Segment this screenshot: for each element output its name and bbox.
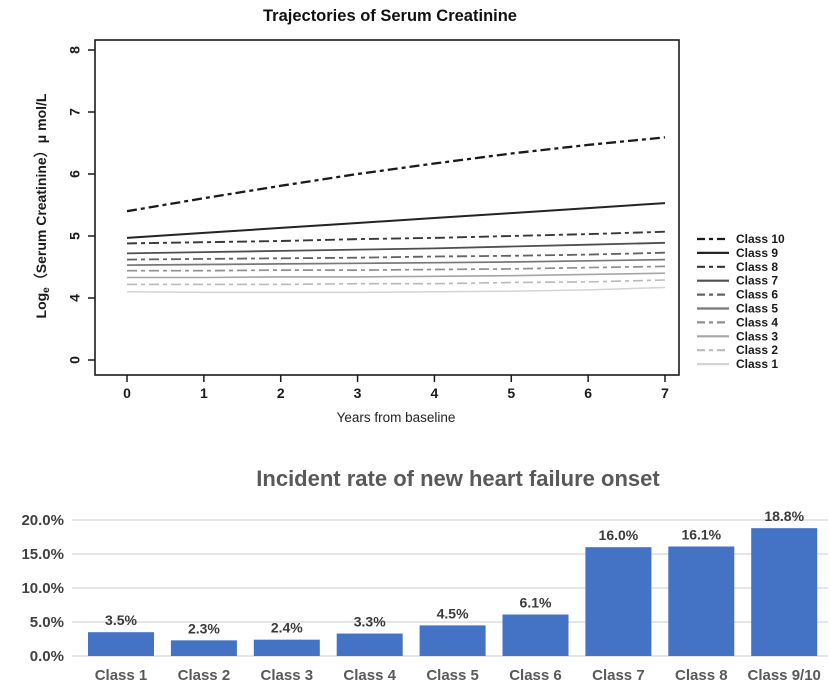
- bar-class-4: [336, 633, 403, 656]
- legend-label: Class 8: [736, 260, 778, 274]
- bar-class-1: [88, 632, 154, 656]
- x-tick-label: 7: [661, 385, 669, 401]
- x-tick-label: 0: [123, 385, 131, 401]
- line-series-class-3: [127, 272, 666, 279]
- bar-category-label: Class 2: [178, 667, 231, 684]
- bar-value-label: 2.4%: [271, 620, 303, 636]
- y-tick-label: 7: [67, 108, 83, 116]
- bar-value-label: 3.3%: [354, 614, 386, 630]
- bar-y-tick-label: 15.0%: [21, 546, 64, 563]
- bar-category-label: Class 8: [675, 667, 728, 684]
- line-series-class-6: [126, 251, 666, 261]
- x-tick-label: 2: [277, 385, 285, 401]
- line-series-class-1: [126, 286, 666, 294]
- line-series-class-5: [126, 258, 666, 266]
- legend-label: Class 7: [736, 274, 778, 288]
- line-series-class-8: [126, 230, 666, 245]
- bar-y-tick-label: 5.0%: [30, 614, 64, 631]
- y-axis-label: Loge（Serum Creatinine）μ mol/L: [33, 93, 52, 318]
- legend-label: Class 4: [736, 315, 778, 329]
- bar-class-2: [170, 640, 237, 656]
- bar-y-tick-label: 0.0%: [30, 648, 64, 665]
- x-tick-label: 3: [354, 385, 362, 401]
- bar-value-label: 16.0%: [599, 527, 639, 543]
- x-tick-label: 1: [200, 385, 208, 401]
- y-tick-label: 6: [67, 170, 83, 178]
- line-series-class-4: [127, 265, 666, 272]
- bar-category-label: Class 5: [426, 667, 479, 684]
- plot-box: [94, 39, 680, 376]
- x-tick-label: 4: [431, 385, 439, 401]
- y-tick-label: 5: [67, 232, 83, 240]
- bar-value-label: 3.5%: [105, 612, 137, 628]
- line-series-class-7: [126, 241, 666, 255]
- bar-category-label: Class 4: [343, 667, 396, 684]
- heart-failure-bar-chart: Incident rate of new heart failure onset…: [21, 466, 828, 684]
- bar-value-label: 18.8%: [764, 508, 804, 524]
- x-tick-label: 5: [507, 385, 515, 401]
- x-axis-label: Years from baseline: [337, 410, 456, 425]
- line-chart-title: Trajectories of Serum Creatinine: [263, 7, 517, 25]
- legend-label: Class 2: [736, 343, 778, 357]
- serum-creatinine-line-chart: Trajectories of Serum Creatinine 8 7 6 5 4 0 0 1…: [33, 7, 785, 425]
- bar-value-label: 2.3%: [188, 620, 220, 636]
- bar-category-label: Class 1: [95, 667, 148, 684]
- bar-class-6: [502, 614, 569, 656]
- bar-value-label: 16.1%: [681, 527, 721, 543]
- x-tick-label: 6: [584, 385, 592, 401]
- bar-class-5: [419, 625, 486, 656]
- bar-category-label: Class 9/10: [748, 667, 821, 684]
- legend-label: Class 6: [736, 288, 778, 302]
- bar-category-label: Class 6: [509, 667, 562, 684]
- legend-label: Class 10: [736, 232, 785, 246]
- bar-category-label: Class 3: [261, 667, 314, 684]
- legend-label: Class 9: [736, 246, 778, 260]
- bar-class-9-10: [751, 528, 818, 656]
- bar-category-label: Class 7: [592, 667, 645, 684]
- line-series-class-9: [126, 202, 666, 239]
- bar-class-8: [668, 546, 735, 656]
- line-series-class-10: [126, 136, 666, 213]
- bar-value-label: 4.5%: [437, 605, 469, 621]
- bar-value-label: 6.1%: [520, 595, 552, 611]
- y-tick-label: 8: [67, 46, 83, 54]
- line-series-class-2: [127, 279, 666, 286]
- y-tick-label: 0: [67, 356, 83, 364]
- bar-class-7: [585, 547, 652, 656]
- bar-y-tick-label: 20.0%: [21, 512, 64, 529]
- legend-label: Class 1: [736, 357, 778, 371]
- bar-class-3: [253, 639, 320, 656]
- y-tick-label: 4: [67, 294, 83, 302]
- bar-chart-title: Incident rate of new heart failure onset: [256, 466, 660, 491]
- bar-y-tick-label: 10.0%: [21, 580, 64, 597]
- legend-label: Class 5: [736, 302, 778, 316]
- legend-label: Class 3: [736, 329, 778, 343]
